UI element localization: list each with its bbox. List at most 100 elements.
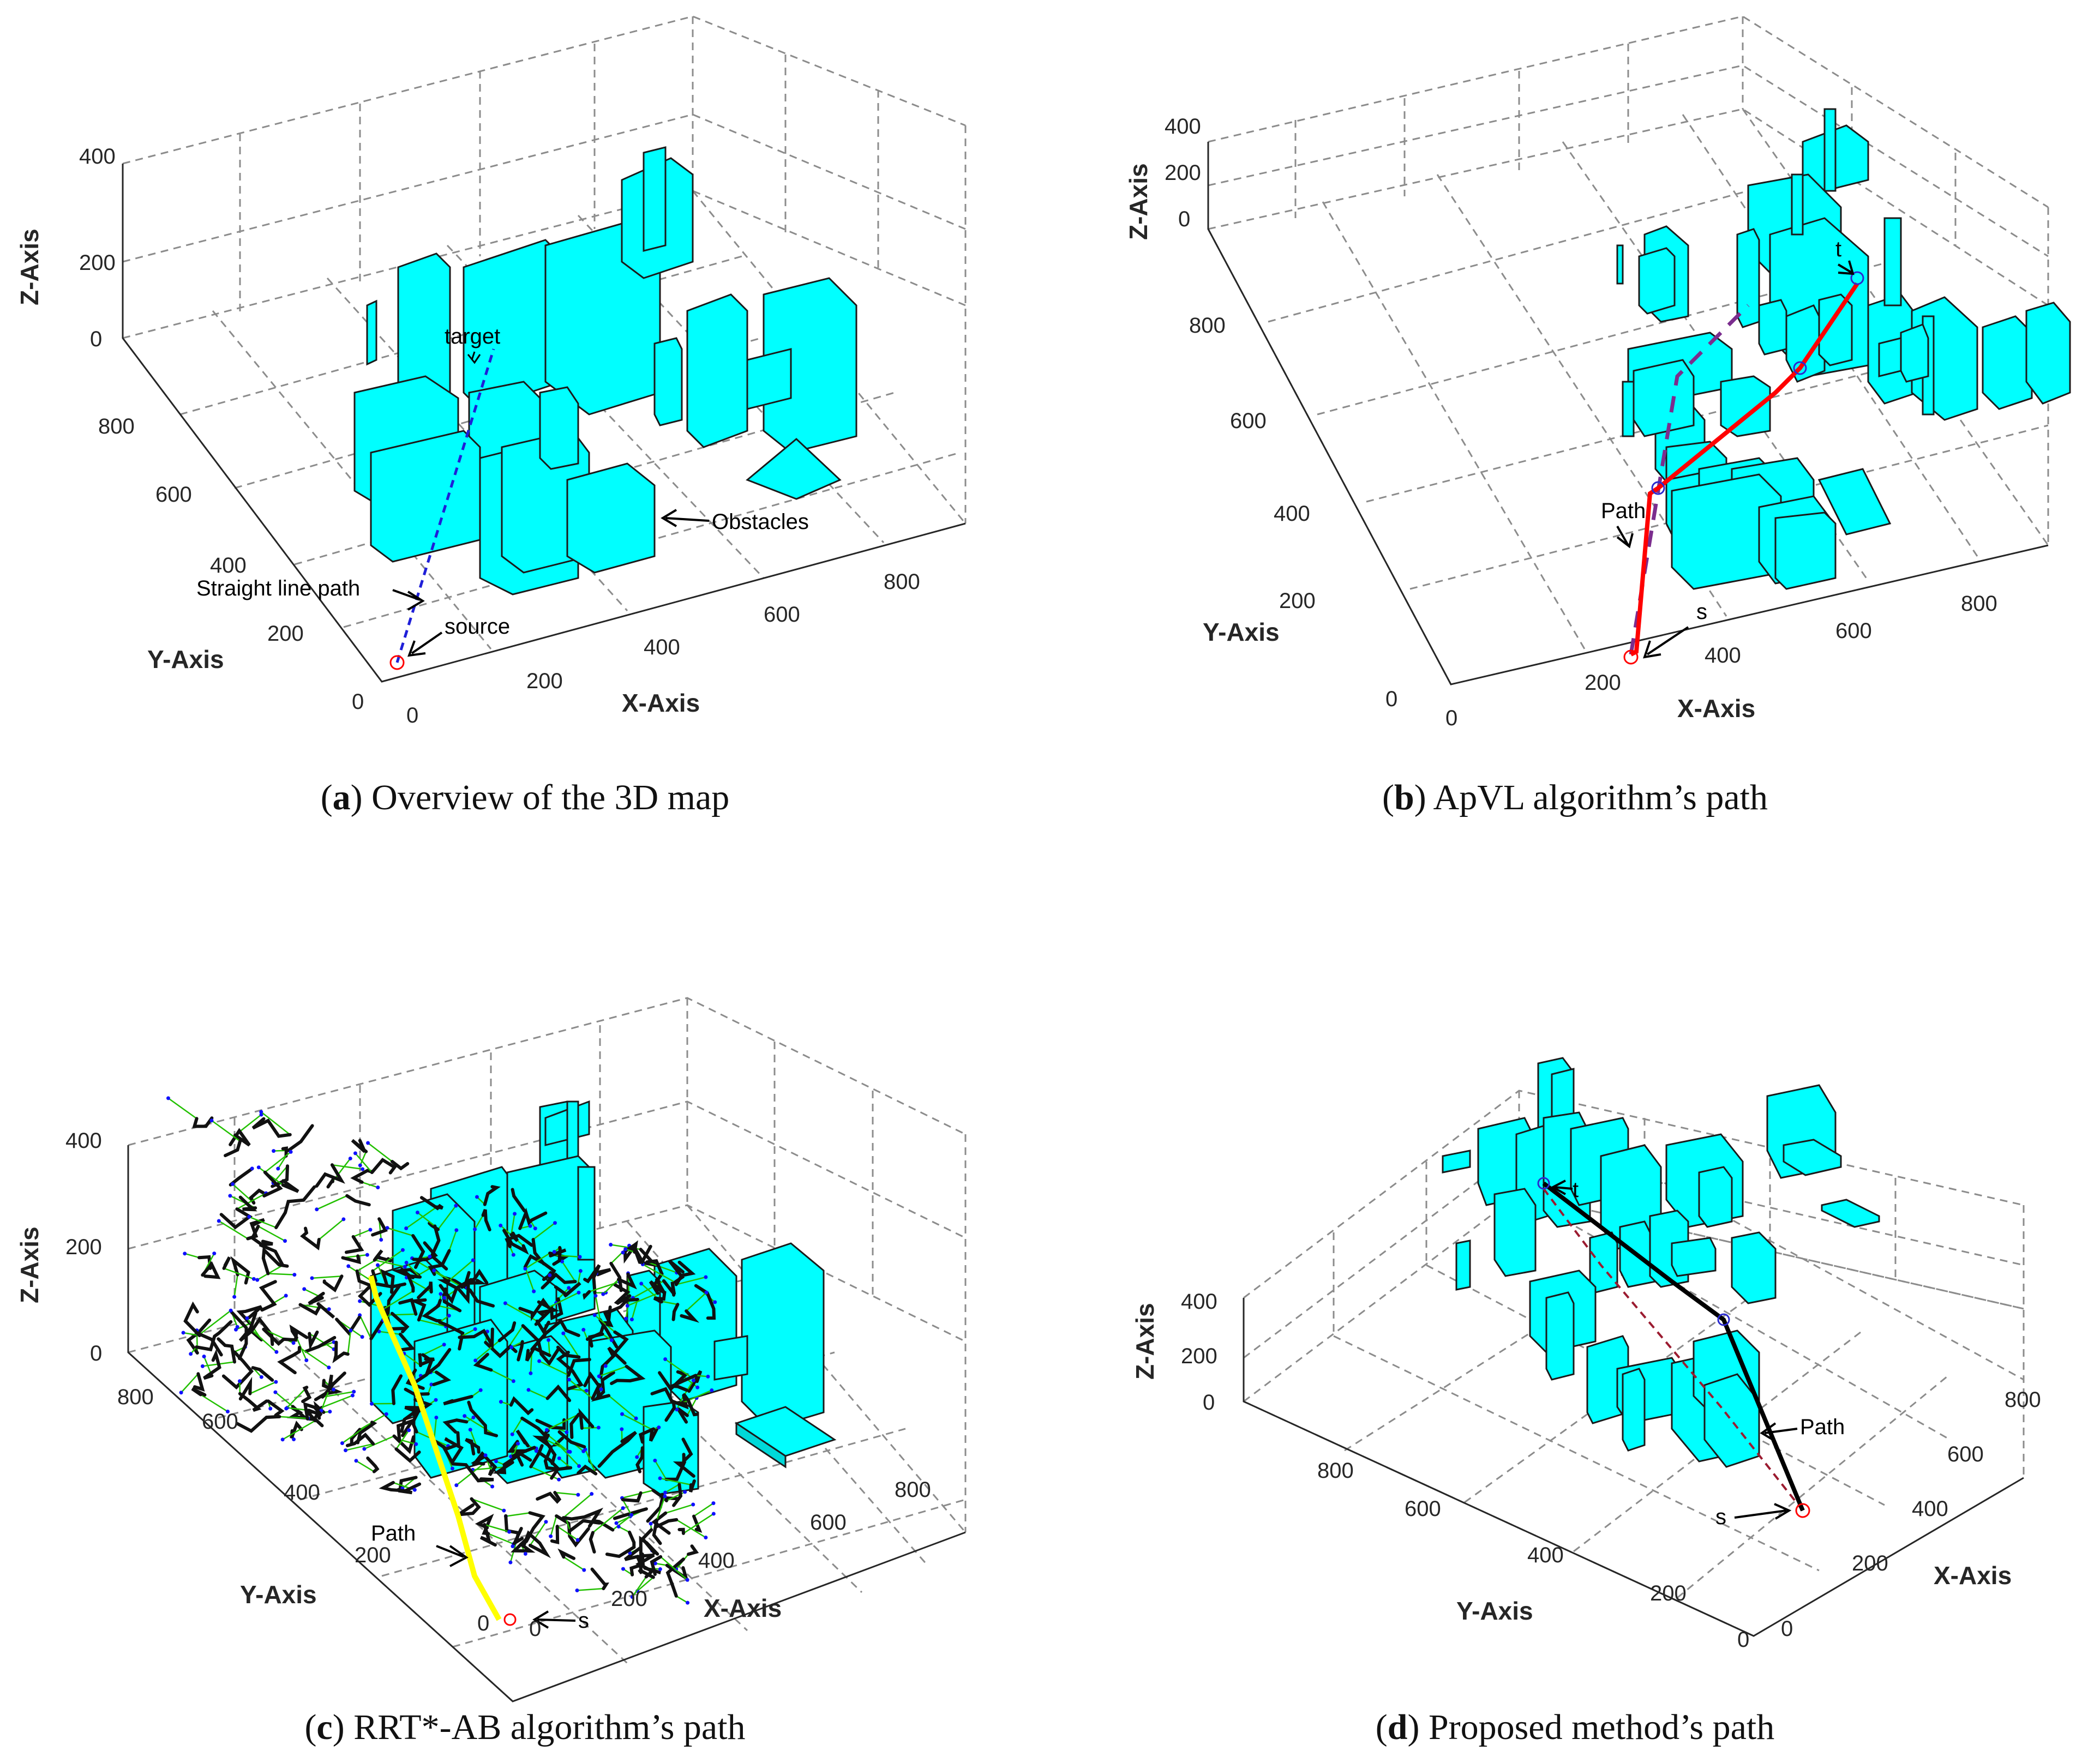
tree-branch: [554, 1281, 581, 1298]
zt-b-2: 400: [1165, 115, 1201, 139]
tree-branch: [620, 1297, 639, 1302]
xt-b-4: 800: [1961, 592, 1997, 616]
tree-branch: [281, 1179, 299, 1193]
sample-node: [283, 1239, 287, 1243]
tree-branch: [463, 1271, 487, 1285]
tree-edge: [555, 1491, 578, 1496]
sample-node: [711, 1501, 716, 1506]
sample-node: [251, 1277, 256, 1281]
sample-node: [468, 1428, 472, 1432]
zt-b-0: 0: [1178, 207, 1190, 231]
sample-node: [581, 1328, 586, 1332]
tree-edge: [347, 1330, 352, 1355]
tree-edge: [260, 1111, 291, 1135]
tree-edge: [422, 1344, 445, 1356]
sample-node: [630, 1595, 634, 1599]
sample-node: [552, 1250, 556, 1254]
sample-node: [557, 1477, 561, 1482]
annot-obstacles-a: Obstacles: [712, 510, 809, 534]
sample-node: [450, 1466, 454, 1471]
sample-node: [473, 1327, 477, 1331]
tree-edge: [448, 1260, 474, 1281]
tree-branch: [616, 1272, 637, 1290]
waypoint-b-1: [1651, 481, 1665, 495]
sample-node: [620, 1412, 625, 1416]
tree-edge: [622, 1499, 632, 1515]
tree-branch: [222, 1256, 231, 1270]
tree-edge: [472, 1466, 505, 1471]
zlabel-b: Z-Axis: [1124, 163, 1153, 240]
tree-branch: [623, 1546, 643, 1565]
tree-edge: [577, 1587, 604, 1591]
sample-node: [179, 1391, 183, 1395]
zt-a-1: 200: [79, 251, 116, 275]
tree-edge: [548, 1434, 569, 1452]
sample-node: [454, 1204, 458, 1208]
xt-a-1: 200: [526, 669, 563, 693]
xt-c-0: 0: [529, 1617, 541, 1641]
tree-branch: [545, 1384, 572, 1403]
tree-branch: [356, 1421, 377, 1445]
annotations-c: Path s: [371, 1521, 589, 1633]
tree-branch: [672, 1482, 683, 1507]
tree-branch: [224, 1139, 242, 1158]
sample-node: [284, 1406, 289, 1411]
caption-b: (b) ApVL algorithm’s path: [1382, 778, 1768, 817]
sample-node: [634, 1416, 638, 1421]
annot-s-d: s: [1715, 1505, 1726, 1529]
tree-branch: [640, 1528, 656, 1555]
tree-edge: [200, 1394, 229, 1412]
sample-node: [523, 1551, 527, 1556]
tree-branch: [192, 1116, 214, 1128]
sample-node: [346, 1264, 351, 1268]
sample-node: [575, 1588, 579, 1593]
tree-edge: [563, 1556, 585, 1571]
tree-branch: [502, 1229, 529, 1255]
tree-edge: [548, 1292, 579, 1308]
tree-edge: [683, 1380, 694, 1395]
tree-edge: [632, 1576, 647, 1598]
tree-edge: [695, 1375, 709, 1377]
tree-branch: [198, 1332, 223, 1357]
tree-branch: [457, 1497, 481, 1517]
tree-edge: [686, 1292, 707, 1311]
annot-path-c: Path: [371, 1521, 416, 1545]
sample-node: [291, 1341, 296, 1345]
tree-branch: [419, 1196, 444, 1211]
annot-source-a: source: [445, 615, 510, 639]
sample-node: [624, 1316, 628, 1321]
annot-path-d: Path: [1800, 1415, 1845, 1439]
tree-branch: [605, 1530, 636, 1559]
sample-node: [232, 1295, 237, 1299]
tree-branch: [438, 1320, 465, 1351]
tree-branch: [635, 1553, 655, 1579]
tree-edge: [321, 1394, 353, 1409]
tree-branch: [631, 1240, 652, 1265]
tree-branch: [578, 1408, 595, 1430]
sample-node: [509, 1345, 514, 1349]
tree-branch: [398, 1298, 418, 1316]
tree-branch: [259, 1280, 277, 1312]
sample-node: [523, 1267, 527, 1271]
tree-branch: [592, 1268, 611, 1277]
tree-edge: [474, 1214, 484, 1230]
tree-edge: [602, 1279, 619, 1295]
sample-node: [590, 1492, 594, 1496]
tree-edge: [676, 1519, 706, 1538]
tree-branch: [665, 1557, 685, 1598]
panel-a: target Obstacles Straight line path sour…: [0, 0, 1050, 817]
sample-node: [549, 1534, 553, 1538]
tick-labels-a: 0 200 400 0 200 400 600 800 0 200 400 60…: [79, 145, 920, 727]
sample-node: [404, 1260, 409, 1265]
tree-edge: [299, 1346, 329, 1368]
sample-node: [439, 1292, 443, 1296]
sample-node: [582, 1568, 586, 1572]
tree-branch: [274, 1185, 316, 1230]
tree-branch: [677, 1527, 685, 1535]
tree-branch: [650, 1555, 663, 1576]
tree-branch: [186, 1318, 212, 1355]
tree-branch: [687, 1544, 699, 1556]
tree-edge: [181, 1373, 199, 1393]
sample-node: [349, 1328, 353, 1333]
tree-branch: [534, 1448, 561, 1480]
